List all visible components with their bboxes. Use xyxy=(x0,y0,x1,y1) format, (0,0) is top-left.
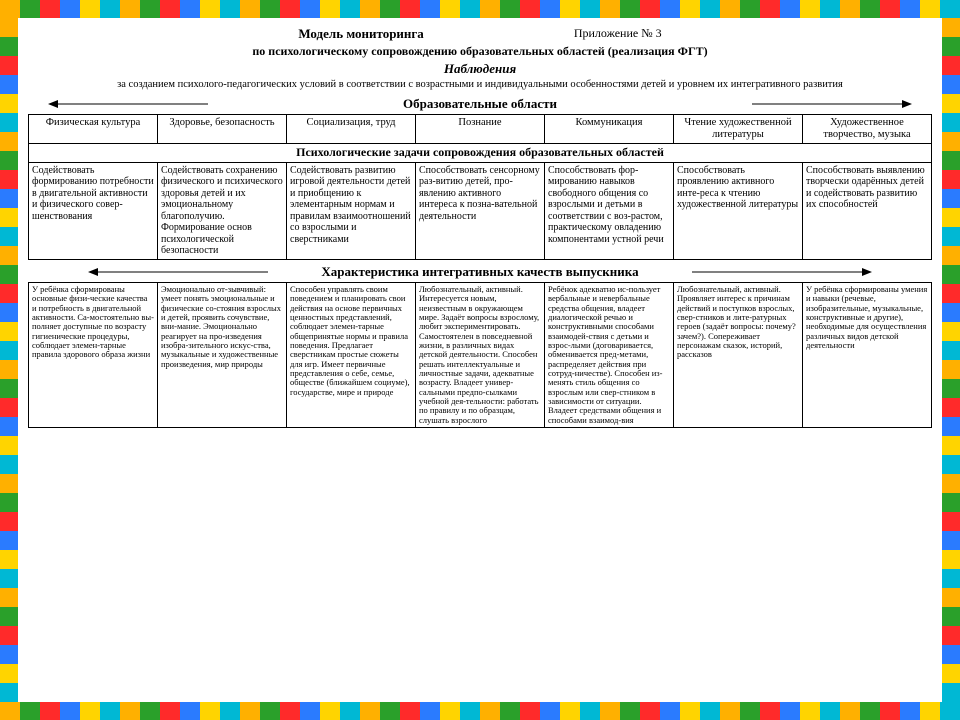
page-title: Модель мониторинга xyxy=(298,26,423,42)
arrow-left-icon xyxy=(48,100,208,108)
quality-cell: У ребёнка сформированы основные физи-чес… xyxy=(29,282,158,427)
page-subtitle: по психологическому сопровождению образо… xyxy=(28,44,932,59)
quality-cell: Ребёнок адекватно ис-пользует вербальные… xyxy=(545,282,674,427)
quality-cell: Эмоционально от-зывчивый: умеет понять э… xyxy=(158,282,287,427)
task-cell: Содействовать формированию потребности в… xyxy=(29,162,158,259)
observation-heading: Наблюдения xyxy=(28,61,932,77)
arrow-right-icon xyxy=(752,100,912,108)
section-heading-tasks: Психологические задачи сопровождения обр… xyxy=(29,144,932,163)
arrow-right-icon xyxy=(692,268,872,276)
area-column-header: Художественное творчество, музыка xyxy=(803,115,932,144)
area-column-header: Физическая культура xyxy=(29,115,158,144)
quality-cell: Способен управлять своим поведением и пл… xyxy=(287,282,416,427)
quality-cell: Любознательный, активный. Интересуется н… xyxy=(416,282,545,427)
section-heading-qualities: Характеристика интегративных качеств вып… xyxy=(28,264,932,280)
qualities-table: У ребёнка сформированы основные физи-чес… xyxy=(28,282,932,428)
quality-cell: У ребёнка сформированы умения и навыки (… xyxy=(803,282,932,427)
appendix-label: Приложение № 3 xyxy=(574,26,662,42)
area-column-header: Познание xyxy=(416,115,545,144)
task-cell: Содействовать развитию игровой деятельно… xyxy=(287,162,416,259)
task-cell: Содействовать сохранению физического и п… xyxy=(158,162,287,259)
observation-text: за созданием психолого-педагогических ус… xyxy=(28,79,932,90)
area-column-header: Социализация, труд xyxy=(287,115,416,144)
areas-table: Физическая культураЗдоровье, безопасност… xyxy=(28,114,932,260)
section-heading-areas: Образовательные области xyxy=(28,96,932,112)
task-cell: Способствовать выявлению творчески одарё… xyxy=(803,162,932,259)
task-cell: Способствовать проявлению активного инте… xyxy=(674,162,803,259)
task-cell: Способствовать фор-мированию навыков сво… xyxy=(545,162,674,259)
document-content: Модель мониторинга Приложение № 3 по пси… xyxy=(18,18,942,702)
task-cell: Способствовать сенсорному раз-витию дете… xyxy=(416,162,545,259)
quality-cell: Любознательный, активный. Проявляет инте… xyxy=(674,282,803,427)
area-column-header: Коммуникация xyxy=(545,115,674,144)
arrow-left-icon xyxy=(88,268,268,276)
area-column-header: Здоровье, безопасность xyxy=(158,115,287,144)
area-column-header: Чтение художественной литературы xyxy=(674,115,803,144)
